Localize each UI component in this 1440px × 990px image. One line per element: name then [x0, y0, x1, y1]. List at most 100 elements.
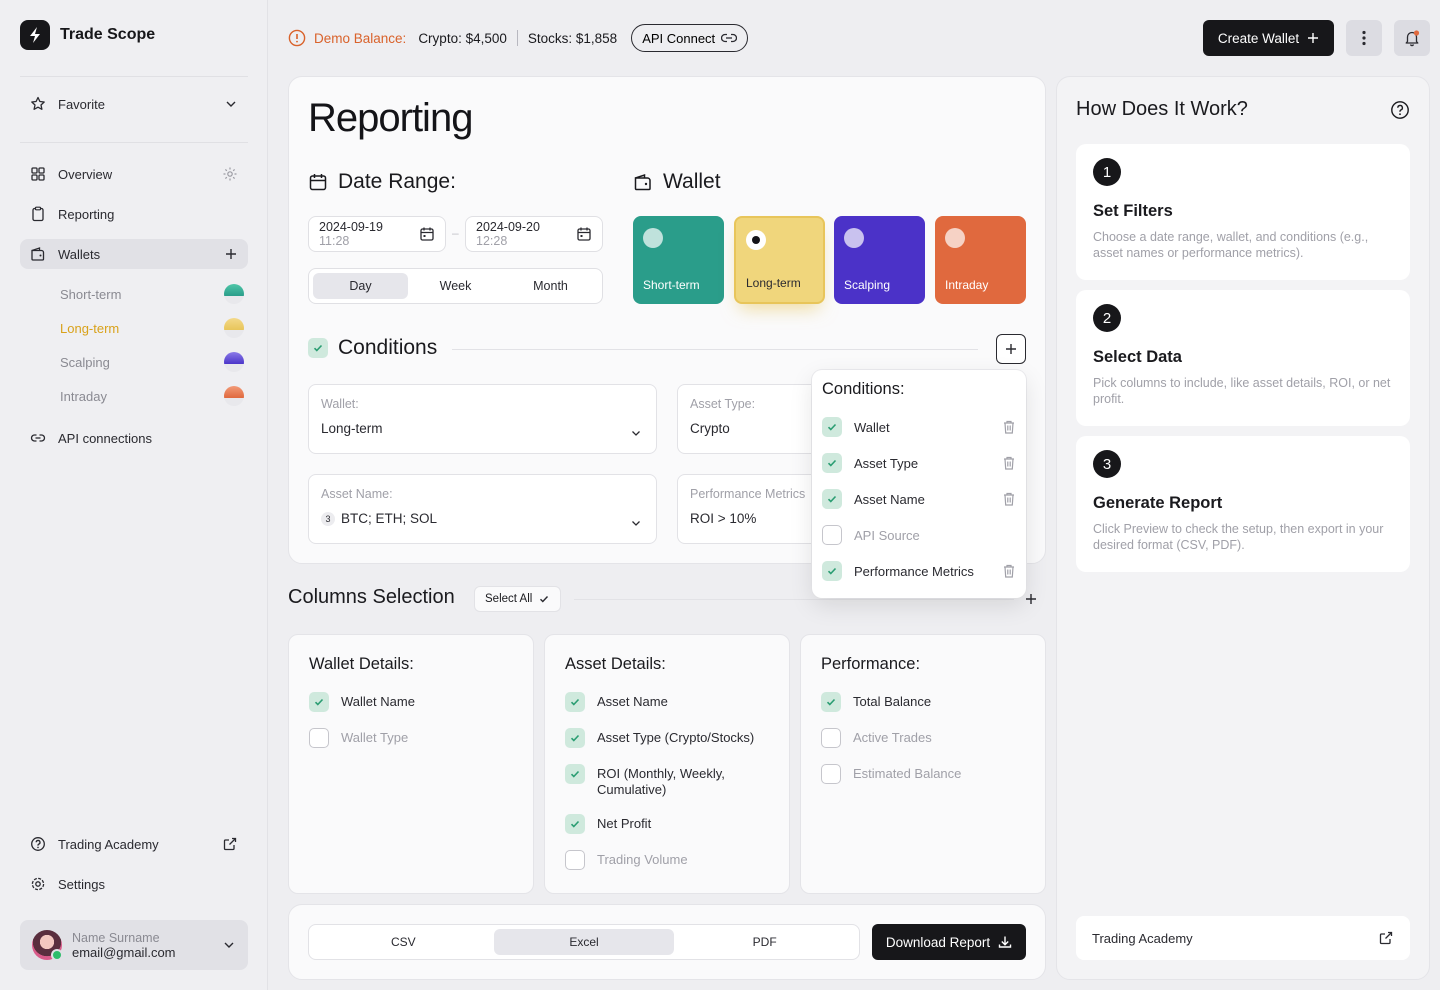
- wallet-tile-intraday[interactable]: Intraday: [935, 216, 1026, 304]
- trash-icon[interactable]: [1002, 455, 1016, 471]
- trash-icon[interactable]: [1002, 563, 1016, 579]
- end-date-input[interactable]: 2024-09-20 12:28: [465, 216, 603, 252]
- checkbox[interactable]: [309, 692, 329, 712]
- calendar-icon[interactable]: [419, 226, 435, 242]
- popup-condition-performance-metrics[interactable]: Performance Metrics: [822, 553, 1016, 589]
- column-option-trading-volume[interactable]: Trading Volume: [565, 850, 769, 886]
- condition-asset-name-select[interactable]: Asset Name: 3 BTC; ETH; SOL: [308, 474, 657, 544]
- checkbox[interactable]: [821, 764, 841, 784]
- calendar-icon[interactable]: [576, 226, 592, 242]
- sidebar-item-trading-academy[interactable]: Trading Academy: [20, 829, 248, 859]
- check-icon: [538, 593, 550, 605]
- popup-condition-asset-type[interactable]: Asset Type: [822, 445, 1016, 481]
- period-option-day[interactable]: Day: [313, 273, 408, 299]
- popup-condition-wallet[interactable]: Wallet: [822, 409, 1016, 445]
- column-option-estimated-balance[interactable]: Estimated Balance: [821, 764, 1025, 800]
- checkbox[interactable]: [821, 728, 841, 748]
- sidebar-sub-label: Short-term: [60, 286, 122, 302]
- start-date-value: 2024-09-19 11:28: [319, 220, 411, 248]
- chevron-down-icon[interactable]: [224, 97, 238, 111]
- sidebar-wallet-short-term[interactable]: Short-term: [60, 282, 244, 306]
- checkbox[interactable]: [822, 489, 842, 509]
- checkbox[interactable]: [565, 764, 585, 784]
- sidebar-wallet-intraday[interactable]: Intraday: [60, 384, 244, 408]
- app-logo[interactable]: Trade Scope: [20, 20, 155, 50]
- column-option-asset-name[interactable]: Asset Name: [565, 692, 769, 728]
- popup-condition-api-source[interactable]: API Source: [822, 517, 1016, 553]
- sidebar-item-settings[interactable]: Settings: [20, 869, 248, 899]
- sidebar-item-label: Favorite: [58, 96, 105, 112]
- sidebar-item-api-connections[interactable]: API connections: [20, 423, 248, 453]
- condition-wallet-select[interactable]: Wallet: Long-term: [308, 384, 657, 454]
- wallet-tile-dot: [746, 230, 766, 250]
- conditions-toggle-checkbox[interactable]: [308, 338, 328, 358]
- column-option-asset-type[interactable]: Asset Type (Crypto/Stocks): [565, 728, 769, 764]
- sidebar-sub-label: Long-term: [60, 320, 120, 336]
- create-wallet-button[interactable]: Create Wallet: [1203, 20, 1334, 56]
- trading-academy-link[interactable]: Trading Academy: [1076, 916, 1410, 960]
- column-option-label: Asset Name: [597, 694, 668, 709]
- period-option-week[interactable]: Week: [439, 279, 472, 293]
- user-profile[interactable]: Name Surname email@gmail.com: [20, 920, 248, 970]
- add-column-button[interactable]: [1024, 592, 1038, 606]
- sidebar-wallet-scalping[interactable]: Scalping: [60, 350, 244, 374]
- help-circle-icon[interactable]: [1390, 100, 1410, 120]
- wallet-tile-long-term[interactable]: Long-term: [734, 216, 825, 304]
- trash-icon[interactable]: [1002, 491, 1016, 507]
- wallet-label: Wallet: [663, 170, 721, 193]
- more-options-button[interactable]: [1346, 20, 1382, 56]
- start-date-input[interactable]: 2024-09-19 11:28: [308, 216, 446, 252]
- checkbox[interactable]: [822, 417, 842, 437]
- step-number: 3: [1093, 450, 1121, 478]
- sidebar-wallet-long-term[interactable]: Long-term: [60, 316, 244, 340]
- sidebar-item-label: Overview: [58, 166, 113, 182]
- checkbox[interactable]: [822, 525, 842, 545]
- format-option-excel[interactable]: Excel: [493, 929, 675, 955]
- wallet-tile-scalping[interactable]: Scalping: [834, 216, 925, 304]
- trash-icon[interactable]: [1002, 419, 1016, 435]
- gear-icon[interactable]: [222, 166, 238, 182]
- trading-academy-label: Trading Academy: [1092, 930, 1193, 946]
- period-option-month[interactable]: Month: [533, 279, 568, 293]
- step-title: Set Filters: [1093, 202, 1173, 220]
- format-option-csv[interactable]: CSV: [390, 935, 416, 949]
- sidebar-item-favorite[interactable]: Favorite: [20, 89, 248, 119]
- column-option-net-profit[interactable]: Net Profit: [565, 814, 769, 850]
- column-option-total-balance[interactable]: Total Balance: [821, 692, 1025, 728]
- format-option-pdf[interactable]: PDF: [752, 935, 777, 949]
- how-it-works-title: How Does It Work?: [1076, 98, 1248, 120]
- column-option-wallet-name[interactable]: Wallet Name: [309, 692, 513, 728]
- column-option-label: Asset Type (Crypto/Stocks): [597, 730, 755, 745]
- plus-icon: [1005, 343, 1017, 355]
- popup-condition-asset-name[interactable]: Asset Name: [822, 481, 1016, 517]
- select-all-button[interactable]: Select All: [474, 586, 562, 612]
- sidebar-item-reporting[interactable]: Reporting: [20, 199, 248, 229]
- add-condition-button[interactable]: [996, 334, 1026, 364]
- download-report-button[interactable]: Download Report: [872, 924, 1026, 960]
- sidebar-item-label: Settings: [58, 876, 105, 892]
- wallet-tile-short-term[interactable]: Short-term: [633, 216, 724, 304]
- chevron-down-icon[interactable]: [222, 938, 236, 952]
- column-option-active-trades[interactable]: Active Trades: [821, 728, 1025, 764]
- column-option-wallet-type[interactable]: Wallet Type: [309, 728, 513, 764]
- notifications-button[interactable]: [1394, 20, 1430, 56]
- checkbox[interactable]: [565, 692, 585, 712]
- checkbox[interactable]: [309, 728, 329, 748]
- external-link-icon[interactable]: [222, 836, 238, 852]
- sidebar-item-overview[interactable]: Overview: [20, 159, 248, 189]
- api-connect-button[interactable]: API Connect: [631, 24, 749, 52]
- checkbox[interactable]: [565, 850, 585, 870]
- checkbox[interactable]: [821, 692, 841, 712]
- sidebar-item-wallets[interactable]: Wallets: [20, 239, 248, 269]
- checkbox[interactable]: [565, 814, 585, 834]
- start-date: 2024-09-19: [319, 220, 383, 234]
- checkbox[interactable]: [822, 561, 842, 581]
- plus-icon[interactable]: [224, 247, 238, 261]
- step-card-generate-report: 3 Generate Report Click Preview to check…: [1076, 436, 1410, 572]
- column-option-label: Wallet Name: [341, 694, 415, 709]
- sidebar-divider: [20, 142, 248, 143]
- column-option-roi[interactable]: ROI (Monthly, Weekly, Cumulative): [565, 764, 769, 814]
- popup-item-label: Wallet: [854, 419, 890, 435]
- checkbox[interactable]: [565, 728, 585, 748]
- checkbox[interactable]: [822, 453, 842, 473]
